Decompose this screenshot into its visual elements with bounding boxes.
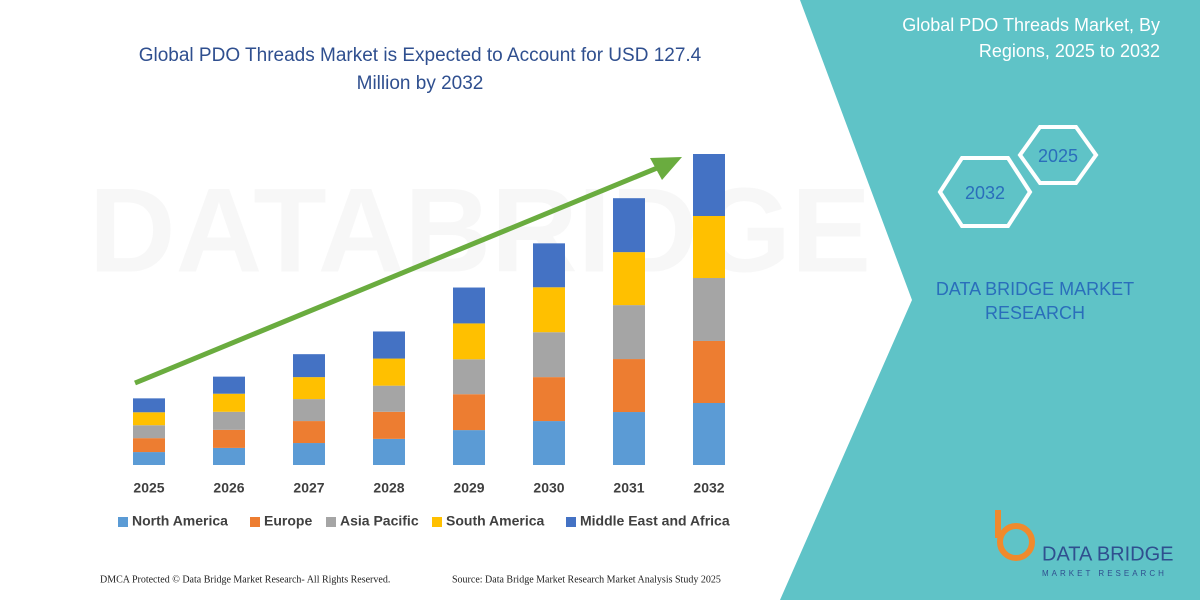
legend-label: Europe xyxy=(264,513,312,529)
bar-segment xyxy=(533,421,565,465)
legend-swatch xyxy=(250,517,260,527)
bar-segment xyxy=(213,429,245,448)
bar-segment xyxy=(133,425,165,439)
bar-segment xyxy=(453,287,485,324)
bar-segment xyxy=(373,331,405,359)
bar-segment xyxy=(453,323,485,360)
bar-segment xyxy=(293,421,325,444)
bar-segment xyxy=(213,411,245,430)
x-tick-label: 2025 xyxy=(133,480,164,496)
hexagon xyxy=(1017,125,1099,185)
x-tick-label: 2029 xyxy=(453,480,484,496)
hexagon xyxy=(937,156,1033,228)
legend-label: South America xyxy=(446,513,544,529)
bar-segment xyxy=(373,358,405,386)
bar-segment xyxy=(613,198,645,253)
bar-segment xyxy=(293,377,325,400)
bar-segment xyxy=(293,399,325,422)
legend-swatch xyxy=(566,517,576,527)
bar-segment xyxy=(693,216,725,279)
logo-mark xyxy=(995,510,1036,561)
hexagon-label: 2025 xyxy=(1038,146,1078,166)
bar-segment xyxy=(373,438,405,465)
bar-segment xyxy=(693,340,725,403)
x-tick-label: 2028 xyxy=(373,480,404,496)
bar-segment xyxy=(533,377,565,422)
bar-segment xyxy=(293,354,325,378)
bar-segment xyxy=(533,287,565,333)
bar-segment xyxy=(213,393,245,412)
x-tick-label: 2027 xyxy=(293,480,324,496)
bar-segment xyxy=(693,402,725,465)
legend-swatch xyxy=(326,517,336,527)
x-tick-label: 2030 xyxy=(533,480,564,496)
x-tick-label: 2031 xyxy=(613,480,644,496)
side-panel-bg xyxy=(780,0,1200,600)
trend-arrow xyxy=(134,163,663,386)
bar-segment xyxy=(293,443,325,465)
chart-title: Global PDO Threads Market is Expected to… xyxy=(138,45,702,94)
bar-segment xyxy=(693,278,725,341)
footer-right: Source: Data Bridge Market Research Mark… xyxy=(452,574,721,585)
arrow-head xyxy=(650,157,682,180)
bar-segment xyxy=(133,412,165,426)
watermark: DATABRIDGE xyxy=(89,164,871,298)
bar-segment xyxy=(453,430,485,465)
bar-segment xyxy=(213,376,245,394)
bar-segment xyxy=(613,359,645,413)
logo-name: DATA BRIDGE xyxy=(1042,543,1174,565)
bar-segment xyxy=(373,385,405,412)
hexagon-label: 2032 xyxy=(965,183,1005,203)
bar-segment xyxy=(613,412,645,465)
legend-label: Middle East and Africa xyxy=(580,513,730,529)
footer-left: DMCA Protected © Data Bridge Market Rese… xyxy=(100,574,390,585)
legend-label: North America xyxy=(132,513,228,529)
bar-segment xyxy=(453,394,485,431)
brand: DATA BRIDGE MARKET RESEARCH xyxy=(935,279,1135,323)
bar-segment xyxy=(613,252,645,306)
bar-segment xyxy=(533,243,565,288)
bar-segment xyxy=(133,438,165,453)
bar-segment xyxy=(533,332,565,378)
bar-segment xyxy=(133,398,165,413)
bar-segment xyxy=(693,154,725,217)
logo-tagline: MARKET RESEARCH xyxy=(1042,569,1167,578)
bar-segment xyxy=(213,447,245,465)
side-title: Global PDO Threads Market, By Regions, 2… xyxy=(902,15,1160,61)
bar-segment xyxy=(453,359,485,395)
x-tick-label: 2026 xyxy=(213,480,244,496)
bar-segment xyxy=(613,305,645,360)
bar-segment xyxy=(373,411,405,439)
x-tick-label: 2032 xyxy=(693,480,724,496)
legend-swatch xyxy=(432,517,442,527)
legend-swatch xyxy=(118,517,128,527)
legend-label: Asia Pacific xyxy=(340,513,419,529)
bar-segment xyxy=(133,452,165,465)
